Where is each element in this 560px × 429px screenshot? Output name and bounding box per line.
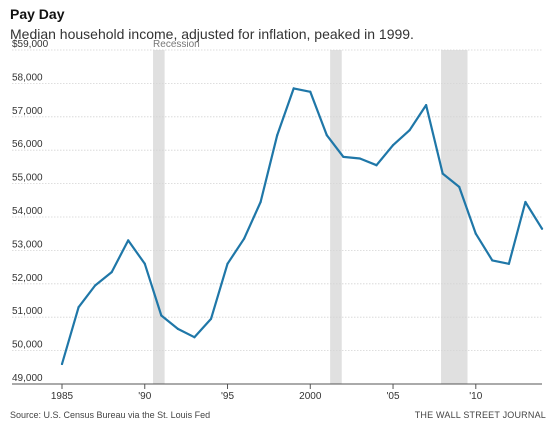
recession-band: [153, 50, 165, 384]
data-point: [375, 164, 378, 167]
y-tick-label: 55,000: [12, 173, 43, 184]
y-tick-label: 53,000: [12, 239, 43, 250]
income-line: [60, 87, 544, 366]
recession-band: [330, 50, 342, 384]
y-tick-label: 57,000: [12, 106, 43, 117]
publisher-credit: THE WALL STREET JOURNAL: [414, 410, 546, 420]
data-point: [242, 237, 246, 240]
source-note: Source: U.S. Census Bureau via the St. L…: [10, 410, 211, 420]
data-point: [209, 317, 213, 320]
data-point: [143, 262, 146, 265]
data-point: [110, 271, 113, 274]
data-point: [309, 90, 312, 93]
data-point: [325, 134, 328, 137]
x-tick-label: '95: [221, 391, 234, 402]
data-point: [226, 262, 229, 265]
y-tick-label: 52,000: [12, 273, 43, 284]
series-layer: [60, 87, 544, 366]
data-point: [94, 284, 97, 287]
data-point: [408, 129, 411, 132]
data-point: [60, 362, 64, 366]
data-point: [176, 327, 179, 330]
x-tick-label: 2000: [299, 391, 322, 402]
y-tick-label: 54,000: [12, 206, 43, 217]
x-tick-label: '90: [138, 391, 151, 402]
data-point: [358, 157, 362, 160]
x-tick-label: '10: [469, 391, 482, 402]
data-point: [524, 200, 527, 204]
data-point: [160, 314, 163, 317]
data-point: [276, 134, 279, 137]
data-point: [292, 87, 295, 90]
data-point: [342, 155, 345, 158]
x-axis: 1985 '90 '95 2000 '05 '10: [51, 384, 483, 402]
data-point: [474, 232, 477, 235]
y-tick-label: 49,000: [12, 373, 43, 384]
x-tick-label: '05: [387, 391, 400, 402]
data-point: [259, 200, 262, 204]
y-tick-label: 50,000: [12, 340, 43, 351]
data-point: [441, 172, 444, 175]
data-point: [458, 185, 461, 189]
data-point: [425, 104, 428, 107]
data-point: [77, 306, 80, 309]
x-tick-label: 1985: [51, 391, 74, 402]
data-point: [540, 227, 544, 230]
y-tick-label: 56,000: [12, 139, 43, 150]
chart-title: Pay Day: [10, 6, 65, 22]
y-axis: 49,000 50,000 51,000 52,000 53,000 54,000 55,0…: [12, 39, 49, 384]
y-tick-label: 58,000: [12, 72, 43, 83]
data-point: [491, 259, 494, 262]
data-point: [193, 336, 196, 339]
y-tick-label: $59,000: [12, 39, 49, 50]
chart-subtitle: Median household income, adjusted for in…: [10, 26, 414, 42]
data-point: [507, 262, 510, 265]
y-tick-label: 51,000: [12, 306, 43, 317]
data-point: [391, 144, 395, 147]
data-point: [127, 239, 130, 242]
recession-label: Recession: [153, 39, 200, 50]
